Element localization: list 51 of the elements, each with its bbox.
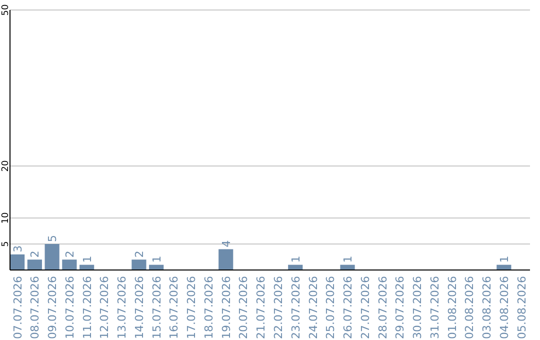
data-label: 1 — [150, 256, 164, 263]
data-label: 3 — [11, 245, 24, 252]
x-tick-label: 25.07.2026 — [324, 276, 338, 339]
x-tick-label: 04.08.2026 — [498, 276, 511, 339]
y-tick-label: 50 — [1, 4, 11, 16]
x-tick-label: 09.07.2026 — [46, 276, 60, 339]
x-tick-label: 13.07.2026 — [116, 276, 129, 339]
data-label: 1 — [80, 256, 94, 263]
x-tick-label: 27.07.2026 — [358, 276, 372, 339]
x-tick-label: 15.07.2026 — [150, 276, 164, 339]
x-tick-label: 11.07.2026 — [80, 276, 94, 339]
y-tick-label: 5 — [1, 241, 11, 247]
x-tick-label: 23.07.2026 — [289, 276, 302, 339]
bar — [27, 260, 42, 270]
data-label: 2 — [28, 250, 42, 258]
x-tick-label: 12.07.2026 — [98, 276, 112, 339]
y-tick-label: 10 — [1, 212, 11, 224]
data-label: 1 — [342, 256, 355, 263]
x-tick-label: 21.07.2026 — [254, 276, 268, 339]
y-tick-label: 20 — [1, 160, 11, 172]
x-tick-label: 16.07.2026 — [168, 276, 181, 339]
x-tick-label: 17.07.2026 — [185, 276, 198, 339]
x-tick-label: 31.07.2026 — [428, 276, 442, 339]
x-tick-label: 24.07.2026 — [306, 276, 320, 339]
x-tick-label: 29.07.2026 — [394, 276, 407, 339]
x-tick-label: 22.07.2026 — [272, 276, 285, 339]
data-label: 1 — [498, 256, 511, 263]
data-label: 5 — [46, 235, 60, 242]
x-tick-label: 19.07.2026 — [220, 276, 233, 339]
x-tick-label: 26.07.2026 — [342, 276, 355, 339]
x-tick-label: 10.07.2026 — [63, 276, 76, 339]
x-tick-label: 03.08.2026 — [480, 276, 494, 339]
x-tick-label: 14.07.2026 — [132, 276, 146, 339]
bar — [62, 260, 77, 270]
x-tick-label: 18.07.2026 — [202, 276, 216, 339]
data-label: 2 — [132, 250, 146, 258]
bar — [10, 254, 25, 270]
x-tick-label: 05.08.2026 — [515, 276, 528, 339]
bar — [218, 249, 234, 270]
data-label: 2 — [63, 250, 76, 258]
bar — [44, 244, 60, 270]
x-tick-label: 28.07.2026 — [376, 276, 390, 339]
x-tick-label: 02.08.2026 — [463, 276, 476, 339]
x-tick-label: 07.07.2026 — [11, 276, 24, 339]
data-label: 1 — [289, 256, 302, 263]
x-tick-label: 01.08.2026 — [446, 276, 459, 339]
x-tick-label: 08.07.2026 — [28, 276, 42, 339]
data-label: 4 — [220, 240, 233, 248]
x-tick-label: 30.07.2026 — [411, 276, 424, 339]
bar — [132, 260, 146, 270]
x-tick-label: 20.07.2026 — [237, 276, 250, 339]
